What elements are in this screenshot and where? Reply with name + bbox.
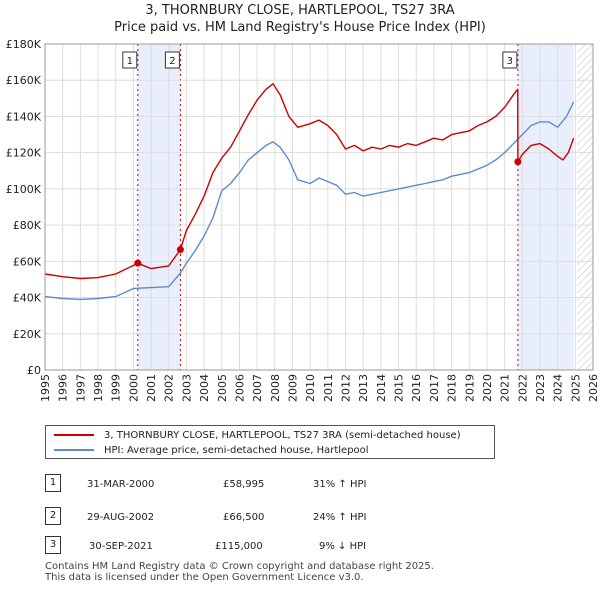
x-tick-label: 2017 (428, 374, 441, 402)
y-tick-label: £120K (6, 147, 42, 160)
transaction-price: £115,000 (215, 541, 263, 552)
x-tick-label: 2020 (481, 374, 494, 402)
chart-title: 3, THORNBURY CLOSE, HARTLEPOOL, TS27 3RA (145, 3, 455, 18)
x-tick-label: 1997 (74, 374, 87, 402)
transaction-number: 3 (45, 536, 61, 554)
highlight-band (137, 44, 181, 370)
transaction-marker (514, 158, 522, 166)
x-tick-label: 2019 (463, 374, 476, 402)
x-tick-label: 2008 (269, 374, 282, 402)
chart-legend: 3, THORNBURY CLOSE, HARTLEPOOL, TS27 3RA… (45, 425, 495, 459)
x-tick-label: 1996 (57, 374, 70, 402)
transaction-price: £66,500 (223, 512, 265, 523)
x-tick-label: 2004 (198, 374, 211, 402)
transaction-hpi: 31% ↑ HPI (313, 479, 367, 490)
x-tick-label: 2002 (163, 374, 176, 402)
x-tick-label: 2001 (145, 374, 158, 402)
y-tick-label: £60K (13, 255, 42, 268)
x-tick-label: 1998 (92, 374, 105, 402)
transaction-label: 1 (127, 56, 133, 67)
chart-subtitle: Price paid vs. HM Land Registry's House … (114, 20, 486, 35)
x-tick-label: 2000 (127, 374, 140, 402)
forecast-hatch (577, 44, 593, 370)
legend-entry-hpi: HPI: Average price, semi-detached house,… (54, 443, 369, 457)
x-tick-label: 2012 (340, 374, 353, 402)
transaction-marker (176, 246, 184, 254)
series-line-property (44, 83, 575, 280)
legend-entry-property: 3, THORNBURY CLOSE, HARTLEPOOL, TS27 3RA… (54, 428, 461, 442)
x-tick-label: 2021 (499, 374, 512, 402)
x-tick-label: 2025 (569, 374, 582, 402)
y-tick-label: £180K (6, 38, 42, 51)
transaction-date: 29-AUG-2002 (87, 512, 155, 523)
y-tick-label: £40K (13, 292, 42, 305)
legend-line-hpi (54, 449, 94, 451)
x-tick-label: 2014 (375, 374, 388, 402)
transaction-marker (134, 259, 142, 267)
transaction-price: £58,995 (223, 479, 265, 490)
transaction-number: 1 (45, 474, 61, 492)
transaction-row: 3 30-SEP-2021 £115,000 9% ↓ HPI (45, 536, 465, 556)
transaction-label-box (164, 51, 180, 69)
plot-frame (44, 43, 594, 371)
transaction-label: 2 (169, 56, 175, 67)
x-tick-label: 1995 (39, 374, 52, 402)
x-tick-label: 2005 (216, 374, 229, 402)
transaction-row: 1 31-MAR-2000 £58,995 31% ↑ HPI (45, 474, 465, 494)
x-tick-label: 2023 (534, 374, 547, 402)
x-tick-label: 2006 (233, 374, 246, 402)
transaction-date: 30-SEP-2021 (89, 541, 153, 552)
x-tick-label: 2010 (304, 374, 317, 402)
x-tick-label: 2011 (322, 374, 335, 402)
footer-copyright: Contains HM Land Registry data © Crown c… (45, 561, 434, 572)
x-tick-label: 2015 (393, 374, 406, 402)
x-tick-label: 2013 (357, 374, 370, 402)
transaction-number: 2 (45, 507, 61, 525)
y-tick-label: £0 (27, 364, 41, 377)
y-tick-label: £160K (6, 74, 42, 87)
legend-label-property: 3, THORNBURY CLOSE, HARTLEPOOL, TS27 3RA… (104, 429, 461, 441)
x-tick-label: 2022 (516, 374, 529, 402)
x-tick-label: 2016 (410, 374, 423, 402)
x-tick-label: 2007 (251, 374, 264, 402)
legend-line-property (54, 434, 94, 436)
series-line-hpi (44, 101, 575, 301)
transaction-label-box (502, 51, 518, 69)
x-tick-label: 1999 (110, 374, 123, 402)
x-tick-label: 2024 (552, 374, 565, 402)
transaction-row: 2 29-AUG-2002 £66,500 24% ↑ HPI (45, 507, 465, 527)
transaction-date: 31-MAR-2000 (87, 479, 155, 490)
y-tick-label: £100K (6, 183, 42, 196)
x-tick-label: 2003 (180, 374, 193, 402)
transaction-hpi: 9% ↓ HPI (319, 541, 367, 552)
highlight-band (517, 44, 574, 370)
legend-label-hpi: HPI: Average price, semi-detached house,… (104, 444, 369, 456)
y-tick-label: £80K (13, 219, 42, 232)
price-chart: 1 2 3 £0 £20K £40K £60K £80K £100K £120K £140K £16… (6, 38, 600, 402)
y-tick-label: £20K (13, 328, 42, 341)
transaction-label-box (122, 51, 138, 69)
x-tick-label: 2026 (587, 374, 600, 402)
x-tick-label: 2018 (446, 374, 459, 402)
x-tick-label: 2009 (286, 374, 299, 402)
y-tick-label: £140K (6, 110, 42, 123)
footer-license: This data is licensed under the Open Gov… (45, 572, 364, 583)
transaction-hpi: 24% ↑ HPI (313, 512, 367, 523)
transaction-label: 3 (507, 56, 513, 67)
